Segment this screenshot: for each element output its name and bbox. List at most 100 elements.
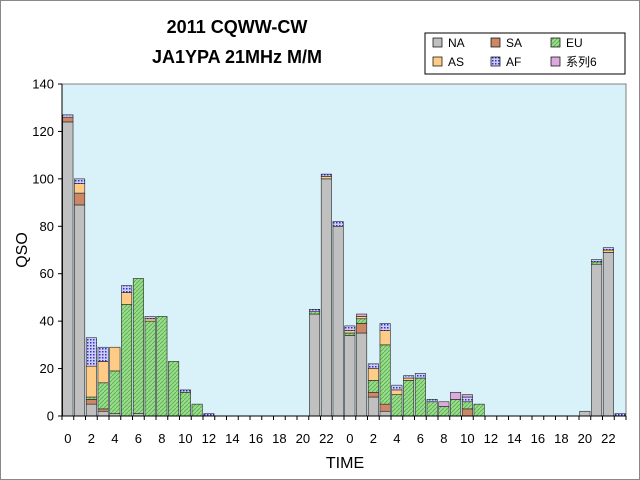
bar-segment — [367, 368, 379, 381]
bar-segment — [403, 380, 415, 417]
bar-segment — [132, 278, 144, 414]
bar-segment — [97, 408, 109, 412]
bar-segment — [144, 320, 156, 417]
legend-label: NA — [448, 36, 465, 50]
bar-segment — [191, 403, 203, 417]
bar-segment — [97, 410, 109, 417]
y-tick-label: 140 — [32, 77, 54, 92]
bar-segment — [320, 178, 332, 417]
plot-area — [61, 83, 627, 417]
bar-segment — [391, 394, 403, 417]
y-tick-label: 40 — [40, 314, 54, 329]
bar-segment — [367, 396, 379, 417]
bar-segment — [461, 396, 473, 403]
bar-segment — [426, 399, 438, 403]
bar-segment — [602, 252, 614, 417]
legend-label: 系列6 — [566, 55, 597, 69]
bar-segment — [450, 399, 462, 417]
bar-segment — [602, 247, 614, 251]
x-tick-label: 2 — [370, 431, 377, 446]
y-axis: 0 20 40 60 80 100 120 140 — [32, 77, 63, 424]
bar-segment — [332, 221, 344, 227]
legend-box — [424, 32, 626, 75]
bar-segment — [367, 391, 379, 398]
x-axis-title: TIME — [326, 455, 364, 472]
bar-segment — [602, 249, 614, 253]
bar-segment — [356, 318, 368, 324]
bar-segment — [121, 292, 133, 305]
x-tick-label: 2 — [88, 431, 95, 446]
bar-segment — [438, 401, 450, 407]
x-tick-label: 6 — [135, 431, 142, 446]
bar-segment — [391, 384, 403, 391]
bar-segment — [403, 375, 415, 379]
y-tick-label: 80 — [40, 219, 54, 234]
bar-segment — [356, 313, 368, 317]
x-tick-label: 20 — [296, 431, 310, 446]
bar-segment — [461, 401, 473, 410]
bar-segment — [74, 204, 86, 417]
legend-label: AF — [506, 55, 521, 69]
bar-segment — [379, 410, 391, 417]
bar-segment — [356, 332, 368, 417]
bar-segment — [344, 325, 356, 331]
bar-segment — [309, 311, 321, 315]
legend-swatch — [432, 37, 443, 48]
bar-segment — [179, 389, 191, 393]
bar-segment — [309, 308, 321, 312]
bar-segment — [591, 261, 603, 265]
x-tick-label: 4 — [393, 431, 400, 446]
bar-segment — [379, 323, 391, 331]
bar-segment — [97, 382, 109, 410]
bar-segment — [144, 316, 156, 320]
bar-segment — [332, 225, 344, 417]
y-tick-label: 20 — [40, 361, 54, 376]
x-tick-label: 12 — [202, 431, 216, 446]
bar-segment — [121, 304, 133, 417]
legend-label: SA — [506, 36, 522, 50]
bar-segment — [344, 335, 356, 417]
y-tick-label: 100 — [32, 171, 54, 186]
bar-segment — [74, 178, 86, 184]
legend-swatch — [432, 56, 443, 67]
bar-segment — [473, 403, 485, 417]
bar-segment — [414, 373, 426, 379]
legend-label: EU — [566, 36, 583, 50]
bar-segment — [109, 346, 121, 372]
bar-segment — [426, 401, 438, 417]
x-tick-label: 14 — [225, 431, 239, 446]
bar-segment — [97, 346, 109, 362]
bar-segment — [320, 176, 332, 180]
bar-segment — [367, 380, 379, 393]
legend: NA SA EU AS AF 系列6 — [424, 32, 626, 75]
bar-segment — [62, 116, 74, 123]
chart-title: 2011 CQWW-CW — [167, 17, 308, 37]
bar-segment — [450, 391, 462, 400]
x-tick-label: 8 — [158, 431, 165, 446]
bar-segment — [591, 263, 603, 417]
y-tick-label: 0 — [47, 409, 54, 424]
bar-segment — [461, 394, 473, 398]
y-tick-label: 60 — [40, 266, 54, 281]
bar-segment — [156, 316, 168, 417]
chart-subtitle: JA1YPA 21MHz M/M — [152, 47, 322, 67]
bar-segment — [414, 377, 426, 417]
bar-segment — [97, 361, 109, 384]
bar-segment — [168, 361, 180, 417]
y-tick-label: 120 — [32, 124, 54, 139]
x-tick-label: 16 — [531, 431, 545, 446]
bar-segment — [309, 313, 321, 417]
x-tick-label: 16 — [249, 431, 263, 446]
bar-segment — [62, 121, 74, 417]
x-tick-label: 18 — [554, 431, 568, 446]
bar-segment — [591, 259, 603, 263]
x-tick-label: 14 — [507, 431, 521, 446]
bar-segment — [579, 410, 591, 417]
bar-segment — [438, 406, 450, 417]
legend-swatch — [550, 56, 561, 67]
bar-segment — [356, 323, 368, 334]
bar-segment — [85, 365, 97, 398]
legend-swatch — [490, 56, 501, 67]
x-tick-label: 22 — [601, 431, 615, 446]
